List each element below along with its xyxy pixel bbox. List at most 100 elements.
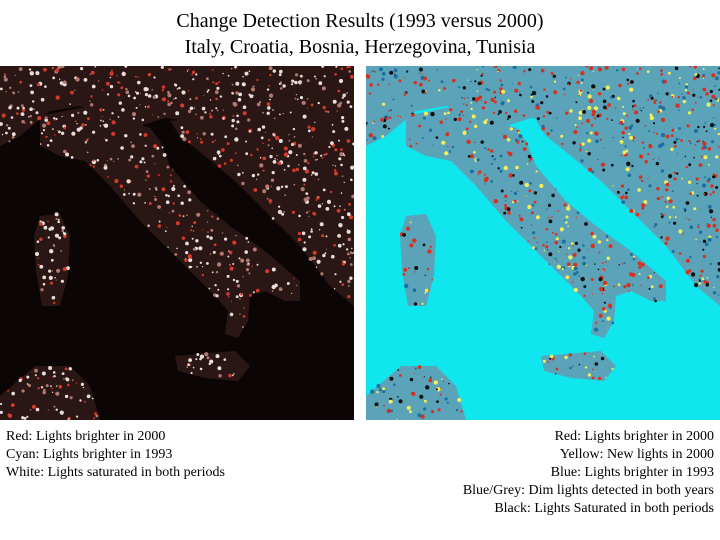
- light-pixel: [28, 116, 30, 118]
- light-pixel: [652, 158, 655, 160]
- light-pixel: [610, 163, 614, 167]
- light-pixel: [477, 81, 482, 86]
- light-pixel: [177, 194, 180, 197]
- light-pixel: [195, 358, 198, 361]
- light-pixel: [280, 185, 284, 188]
- light-pixel: [151, 154, 155, 158]
- light-pixel: [210, 109, 214, 112]
- light-pixel: [573, 288, 578, 292]
- light-pixel: [619, 140, 624, 144]
- light-pixel: [334, 165, 337, 167]
- light-pixel: [187, 254, 192, 259]
- light-pixel: [633, 104, 637, 108]
- light-pixel: [648, 144, 653, 149]
- light-pixel: [277, 209, 282, 215]
- light-pixel: [94, 412, 97, 416]
- light-pixel: [39, 264, 44, 269]
- light-pixel: [70, 156, 74, 159]
- light-pixel: [525, 195, 527, 197]
- light-pixel: [49, 139, 53, 142]
- light-pixel: [644, 160, 648, 164]
- title-line-2: Italy, Croatia, Bosnia, Herzegovina, Tun…: [184, 36, 536, 58]
- light-pixel: [591, 84, 596, 89]
- light-pixel: [430, 376, 432, 379]
- light-pixel: [343, 154, 346, 157]
- light-pixel: [291, 79, 295, 83]
- light-pixel: [18, 378, 22, 383]
- light-pixel: [219, 95, 223, 98]
- light-pixel: [206, 90, 209, 93]
- light-pixel: [411, 392, 416, 396]
- light-pixel: [705, 130, 708, 133]
- light-pixel: [346, 139, 351, 143]
- light-pixel: [211, 215, 214, 218]
- light-pixel: [580, 159, 584, 163]
- light-pixel: [592, 234, 597, 239]
- light-pixel: [541, 124, 545, 128]
- light-pixel: [500, 101, 505, 106]
- light-pixel: [318, 229, 321, 231]
- light-pixel: [229, 158, 233, 162]
- light-pixel: [221, 148, 225, 152]
- light-pixel: [561, 239, 566, 244]
- light-pixel: [217, 154, 220, 156]
- light-pixel: [7, 126, 11, 130]
- light-pixel: [101, 89, 104, 91]
- light-pixel: [216, 86, 220, 90]
- light-pixel: [542, 115, 546, 118]
- light-pixel: [222, 117, 225, 120]
- light-pixel: [656, 196, 661, 201]
- light-pixel: [141, 118, 145, 122]
- light-pixel: [530, 95, 533, 99]
- light-pixel: [227, 74, 230, 77]
- light-pixel: [480, 140, 484, 144]
- light-pixel: [348, 202, 351, 206]
- light-pixel: [493, 90, 497, 94]
- light-pixel: [308, 235, 312, 239]
- light-pixel: [632, 99, 635, 103]
- light-pixel: [533, 191, 538, 195]
- light-pixel: [315, 199, 318, 202]
- light-pixel: [597, 92, 602, 96]
- light-pixel: [67, 418, 70, 420]
- light-pixel: [436, 69, 438, 71]
- light-pixel: [569, 78, 572, 80]
- light-pixel: [533, 237, 536, 239]
- light-pixel: [406, 226, 411, 231]
- light-pixel: [127, 94, 131, 98]
- light-pixel: [492, 111, 496, 114]
- light-pixel: [156, 146, 160, 150]
- light-pixel: [180, 103, 185, 108]
- light-pixel: [472, 97, 476, 101]
- light-pixel: [511, 200, 515, 204]
- light-pixel: [262, 189, 267, 194]
- light-pixel: [315, 77, 318, 80]
- light-pixel: [34, 374, 37, 377]
- light-pixel: [53, 117, 56, 120]
- light-pixel: [214, 284, 217, 287]
- light-pixel: [232, 101, 237, 106]
- light-pixel: [665, 92, 669, 96]
- light-pixel: [321, 203, 323, 205]
- light-pixel: [338, 78, 344, 84]
- right-map-canvas: [366, 66, 720, 420]
- light-pixel: [52, 76, 56, 80]
- light-pixel: [448, 150, 452, 153]
- light-pixel: [483, 178, 488, 183]
- light-pixel: [271, 290, 274, 292]
- light-pixel: [384, 116, 386, 118]
- light-pixel: [76, 123, 78, 125]
- light-pixel: [372, 136, 377, 141]
- light-pixel: [271, 171, 275, 175]
- light-pixel: [43, 225, 48, 230]
- light-pixel: [303, 183, 306, 186]
- light-pixel: [563, 220, 566, 222]
- light-pixel: [659, 101, 662, 104]
- light-pixel: [349, 256, 351, 259]
- light-pixel: [53, 405, 56, 408]
- light-pixel: [634, 110, 639, 115]
- light-pixel: [231, 374, 234, 377]
- light-pixel: [264, 158, 266, 160]
- light-pixel: [163, 112, 166, 115]
- light-pixel: [23, 416, 27, 420]
